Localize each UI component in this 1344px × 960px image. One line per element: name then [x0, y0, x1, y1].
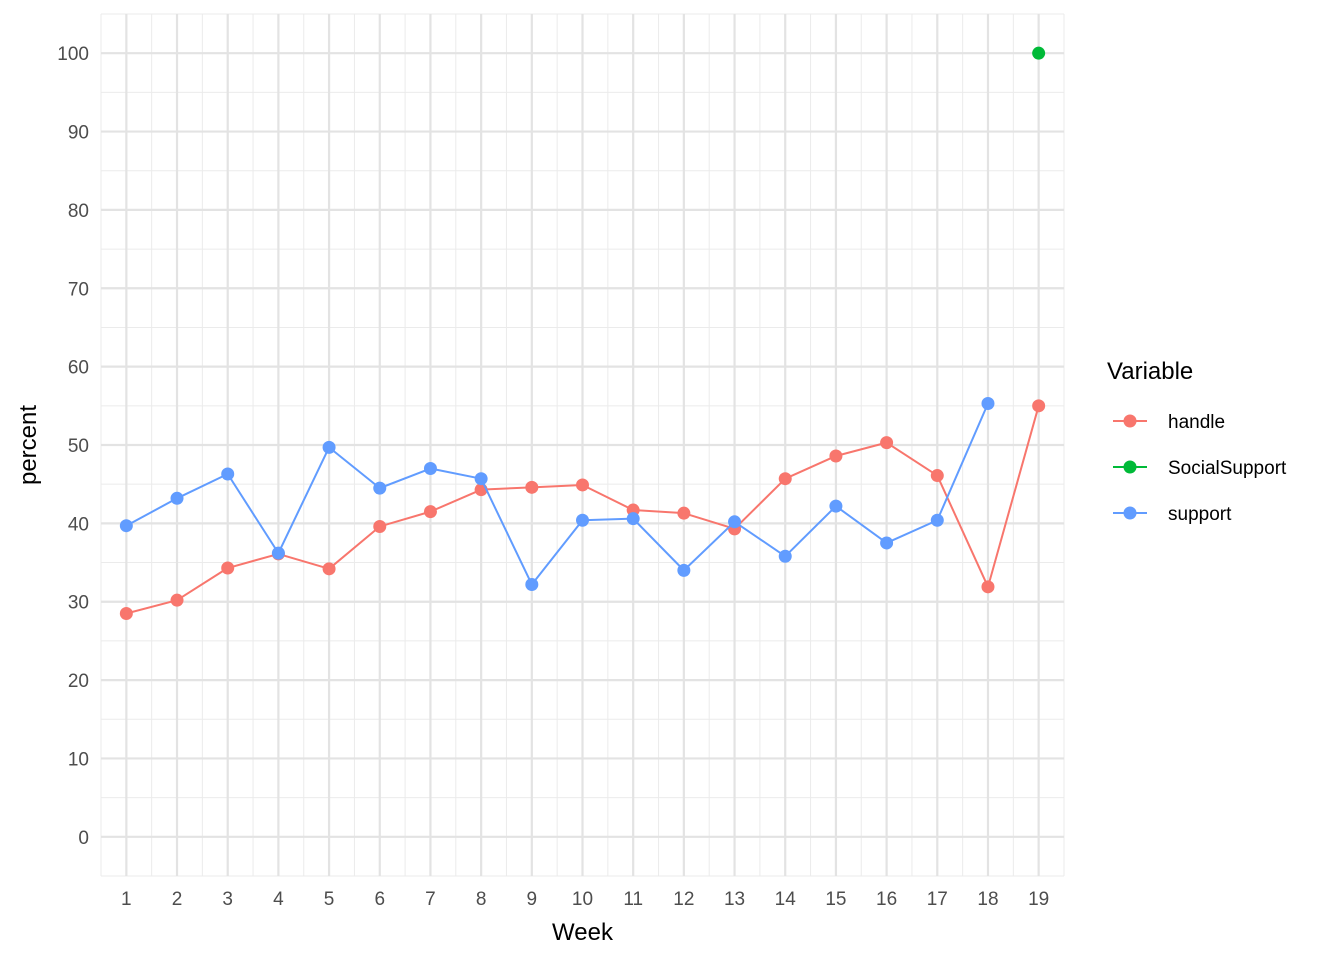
data-point-handle [525, 480, 539, 494]
x-tick-label: 14 [775, 889, 797, 910]
data-point-support [880, 536, 894, 550]
series-support [119, 396, 995, 591]
x-axis-tick-labels: 1 2 3 4 5 6 7 8 9 10 11 12 13 14 15 16 17 18 19 [121, 889, 1049, 910]
x-tick-label: 12 [673, 889, 694, 910]
legend-label: support [1168, 504, 1232, 525]
data-point-handle [677, 506, 691, 520]
legend-item-handle: handle [1113, 412, 1225, 433]
y-tick-label: 80 [68, 201, 89, 222]
y-tick-label: 0 [78, 828, 89, 849]
series-layer [119, 46, 1046, 620]
data-point-support [322, 440, 336, 454]
legend-key-point [1123, 506, 1137, 520]
data-point-support [119, 519, 133, 533]
x-tick-label: 17 [927, 889, 948, 910]
x-tick-label: 13 [724, 889, 745, 910]
y-tick-label: 100 [57, 44, 89, 65]
data-point-support [423, 462, 437, 476]
data-point-handle [119, 606, 133, 620]
x-tick-label: 2 [172, 889, 183, 910]
x-tick-label: 18 [977, 889, 998, 910]
y-axis-tick-labels: 0 10 20 30 40 50 60 70 80 90 100 [57, 44, 89, 849]
x-tick-label: 9 [527, 889, 538, 910]
x-tick-label: 5 [324, 889, 335, 910]
legend-label: SocialSupport [1168, 458, 1287, 479]
x-tick-label: 11 [623, 889, 643, 910]
legend-item-support: support [1113, 504, 1232, 525]
data-point-support [221, 467, 235, 481]
y-tick-label: 40 [68, 514, 89, 535]
legend-label: handle [1168, 412, 1225, 433]
x-axis-title: Week [552, 919, 614, 946]
data-point-handle [221, 561, 235, 575]
x-tick-label: 7 [425, 889, 436, 910]
series-line-support [125, 403, 989, 586]
legend-items: handle SocialSupport support [1113, 412, 1287, 525]
data-point-handle [930, 469, 944, 483]
data-point-handle [829, 449, 843, 463]
y-axis-title: percent [15, 405, 42, 485]
data-point-handle [170, 593, 184, 607]
y-tick-label: 90 [68, 123, 89, 144]
data-point-handle [373, 519, 387, 533]
major-gridlines [101, 14, 1064, 876]
y-tick-label: 30 [68, 593, 89, 614]
y-tick-label: 60 [68, 358, 89, 379]
x-tick-label: 10 [572, 889, 593, 910]
data-point-handle [778, 472, 792, 486]
data-point-support [981, 396, 995, 410]
data-point-handle [423, 505, 437, 519]
data-point-support [576, 513, 589, 527]
y-tick-label: 10 [68, 749, 89, 770]
data-point-support [525, 577, 539, 591]
data-point-handle [1032, 399, 1046, 413]
data-point-support [677, 563, 691, 577]
y-tick-label: 20 [68, 671, 89, 692]
data-point-support [930, 513, 944, 527]
legend-title: Variable [1107, 358, 1193, 385]
data-point-handle [880, 436, 894, 450]
data-point-support [373, 481, 387, 495]
data-point-handle [576, 478, 589, 492]
x-tick-label: 3 [222, 889, 233, 910]
x-tick-label: 6 [374, 889, 385, 910]
data-point-support [778, 549, 792, 563]
legend: Variable handle SocialSupport support [1107, 358, 1287, 525]
x-tick-label: 8 [476, 889, 487, 910]
data-point-support [271, 546, 285, 560]
legend-item-SocialSupport: SocialSupport [1113, 458, 1287, 479]
data-point-support [474, 472, 488, 486]
x-tick-label: 15 [825, 889, 846, 910]
data-point-support [829, 499, 843, 513]
data-point-support [626, 512, 640, 526]
data-point-handle [322, 562, 336, 576]
legend-key-point [1123, 414, 1137, 428]
data-point-handle [981, 580, 995, 594]
x-tick-label: 4 [273, 889, 284, 910]
x-tick-label: 16 [876, 889, 897, 910]
data-point-support [170, 491, 184, 505]
data-point-support [728, 515, 742, 529]
y-tick-label: 50 [68, 436, 89, 457]
y-tick-label: 70 [68, 279, 89, 300]
x-tick-label: 1 [121, 889, 132, 910]
data-point-SocialSupport [1032, 46, 1046, 60]
series-SocialSupport [1032, 46, 1046, 60]
legend-key-point [1123, 460, 1137, 474]
x-tick-label: 19 [1028, 889, 1049, 910]
